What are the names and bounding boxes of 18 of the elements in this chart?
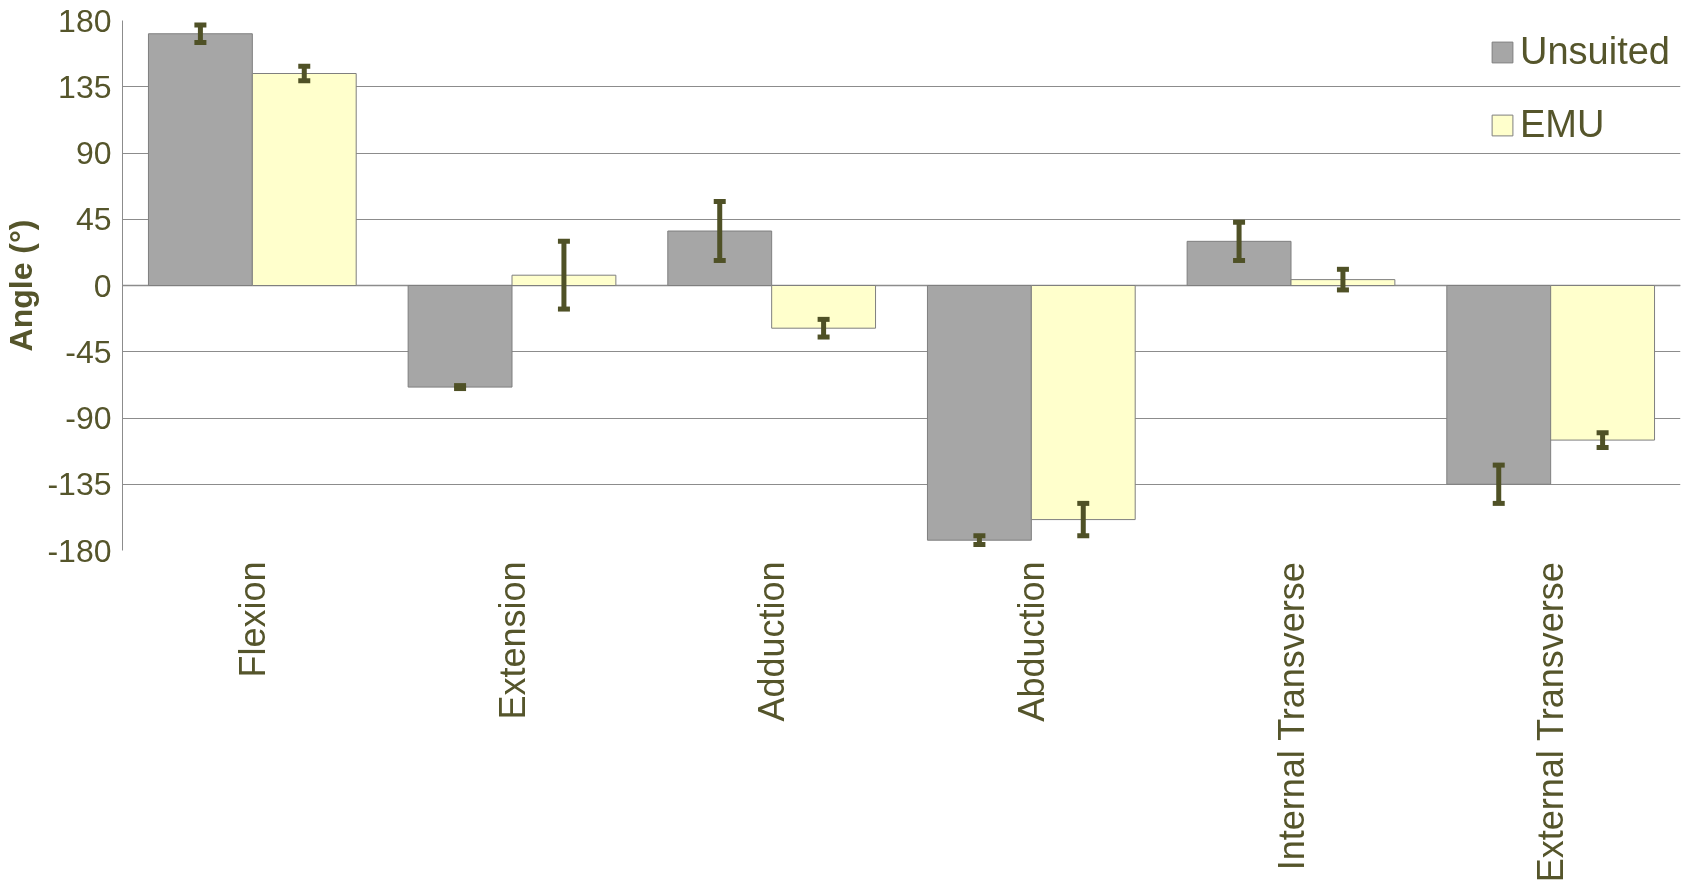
y-tick-label: 180 xyxy=(58,2,112,39)
x-tick-label: Abduction xyxy=(1010,561,1052,722)
y-tick-label: 45 xyxy=(75,201,112,238)
y-tick-label: 0 xyxy=(93,267,112,304)
legend-label: EMU xyxy=(1520,103,1605,146)
y-tick-label: 135 xyxy=(58,68,112,105)
y-tick-label: 90 xyxy=(75,135,112,171)
y-tick-label: -45 xyxy=(65,333,112,370)
y-tick-label: -90 xyxy=(65,400,112,436)
x-tick-label: Internal Transverse xyxy=(1270,562,1312,871)
y-axis-title: Angle (°) xyxy=(3,219,40,352)
x-tick-label: Extension xyxy=(491,561,533,720)
x-tick-label: Flexion xyxy=(231,561,273,678)
y-tick-label: -135 xyxy=(47,466,112,503)
x-tick-label: External Transverse xyxy=(1530,562,1572,883)
y-tick-label: -180 xyxy=(47,532,112,569)
legend-label: Unsuited xyxy=(1520,30,1670,73)
x-tick-label: Adduction xyxy=(751,561,793,722)
